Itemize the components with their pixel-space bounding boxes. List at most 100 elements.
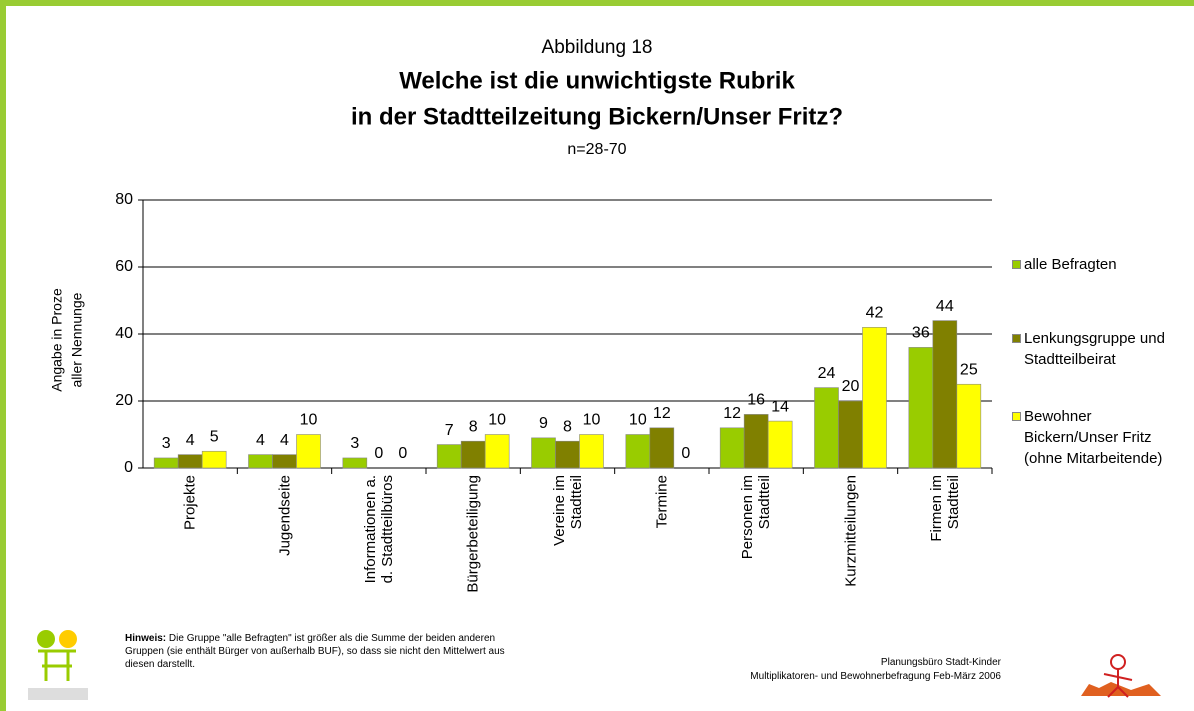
data-label: 10 <box>629 412 647 429</box>
bar <box>296 434 321 469</box>
data-label: 16 <box>747 392 765 409</box>
bar <box>248 454 273 469</box>
y-tick-label: 0 <box>124 459 133 476</box>
x-tick-label: Termine <box>653 475 670 625</box>
data-label: 44 <box>936 298 954 315</box>
data-label: 4 <box>186 432 195 449</box>
x-tick-label: Vereine im Stadtteil <box>551 475 585 625</box>
x-tick-label-line: Firmen im <box>927 475 945 542</box>
data-label: 4 <box>256 432 265 449</box>
data-label: 5 <box>210 428 219 445</box>
x-tick-label-line: Jugendseite <box>276 475 293 556</box>
x-tick-label: Firmen im Stadtteil <box>928 475 962 625</box>
data-label: 42 <box>866 305 884 322</box>
chart: Abbildung 18 Welche ist die unwichtigste… <box>28 37 1161 700</box>
bar <box>767 420 793 469</box>
x-tick-label-line: Stadtteil <box>567 475 585 530</box>
data-label: 12 <box>653 405 671 422</box>
data-label: 14 <box>771 398 789 415</box>
x-tick-label: Kurzmitteilungen <box>842 475 859 625</box>
data-label: 10 <box>300 412 318 429</box>
y-axis-label: aller Nennunge <box>69 292 85 387</box>
y-tick-label: 80 <box>115 191 133 208</box>
bar <box>201 450 227 469</box>
data-label: 10 <box>488 412 506 429</box>
x-tick-label-line: d. Stadtteilbüros <box>378 475 396 584</box>
x-tick-label-line: Termine <box>653 475 671 529</box>
data-label: 36 <box>912 325 930 342</box>
bar <box>814 387 839 469</box>
figure-label: Abbildung 18 <box>542 37 653 58</box>
x-tick-label-line: Stadtteil <box>756 475 774 530</box>
bar <box>862 326 887 469</box>
data-label: 8 <box>563 418 572 435</box>
data-label: 0 <box>398 445 407 462</box>
bar <box>743 414 769 469</box>
bar <box>932 320 958 469</box>
x-tick-label-line: Kurzmitteilungen <box>842 475 859 587</box>
bar <box>342 457 368 469</box>
y-axis-label: Angabe in Proze <box>49 288 65 392</box>
x-tick-label: Bürgerbeteiligung <box>465 475 482 625</box>
logo-left <box>28 630 88 700</box>
x-tick-label-line: Bürgerbeteiligung <box>464 475 482 593</box>
x-tick-label-line: Personen im <box>739 475 757 560</box>
x-tick-label: Personen im Stadtteil <box>739 475 773 625</box>
data-label: 20 <box>842 378 860 395</box>
bar <box>908 347 934 469</box>
note-text: Die Gruppe "alle Befragten" ist größer a… <box>125 633 505 670</box>
note: Hinweis: Die Gruppe "alle Befragten" ist… <box>125 632 505 671</box>
x-tick-label: Informationen a. d. Stadtteilbüros <box>362 475 396 625</box>
credit: Planungsbüro Stadt-Kinder Multiplikatore… <box>646 656 1001 684</box>
credit-line: Multiplikatoren- und Bewohnerbefragung F… <box>750 671 1001 682</box>
bar <box>956 383 982 469</box>
data-label: 24 <box>818 365 836 382</box>
y-tick-label: 20 <box>115 392 133 409</box>
legend-entry: Lenkungsgruppe und Stadtteilbeirat <box>1012 328 1189 370</box>
credit-line: Planungsbüro Stadt-Kinder <box>880 657 1001 668</box>
y-tick-label: 60 <box>115 258 133 275</box>
data-label: 3 <box>162 435 171 452</box>
bar <box>153 457 179 469</box>
legend-swatch <box>1012 412 1021 421</box>
chart-title: Welche ist die unwichtigste Rubrik <box>399 67 795 94</box>
data-label: 0 <box>374 445 383 462</box>
data-label: 0 <box>681 445 690 462</box>
data-label: 4 <box>280 432 289 449</box>
x-tick-label-line: Stadtteil <box>944 475 962 530</box>
x-tick-label: Jugendseite <box>276 475 293 625</box>
x-tick-label-line: Vereine im <box>550 475 568 546</box>
bar <box>625 434 651 469</box>
data-label: 7 <box>445 422 454 439</box>
legend-swatch <box>1012 334 1021 343</box>
data-label: 8 <box>469 418 478 435</box>
bar <box>719 427 745 469</box>
data-label: 9 <box>539 415 548 432</box>
x-tick-label-line: Projekte <box>181 475 199 531</box>
bar <box>649 427 675 469</box>
x-tick-label-line: Informationen a. <box>361 475 379 584</box>
legend-entry: Bewohner Bickern/Unser Fritz (ohne Mitar… <box>1012 406 1189 469</box>
bar <box>531 437 556 469</box>
chart-title: in der Stadtteilzeitung Bickern/Unser Fr… <box>351 103 843 130</box>
bar <box>838 400 863 469</box>
data-label: 25 <box>960 361 978 378</box>
logo-right <box>1081 654 1161 698</box>
bar <box>460 440 486 469</box>
y-tick-label: 40 <box>115 325 133 342</box>
data-label: 10 <box>583 412 601 429</box>
chart-subtitle: n=28-70 <box>567 141 626 158</box>
bar <box>579 434 604 469</box>
note-label: Hinweis: <box>125 633 167 644</box>
bar <box>177 454 203 469</box>
bar <box>555 440 580 469</box>
bar <box>272 454 297 469</box>
bar <box>484 434 510 469</box>
x-tick-label: Projekte <box>182 475 199 625</box>
bar <box>436 444 462 469</box>
data-label: 12 <box>723 405 741 422</box>
legend-swatch <box>1012 260 1021 269</box>
data-label: 3 <box>350 435 359 452</box>
legend-entry: alle Befragten <box>1012 254 1189 275</box>
